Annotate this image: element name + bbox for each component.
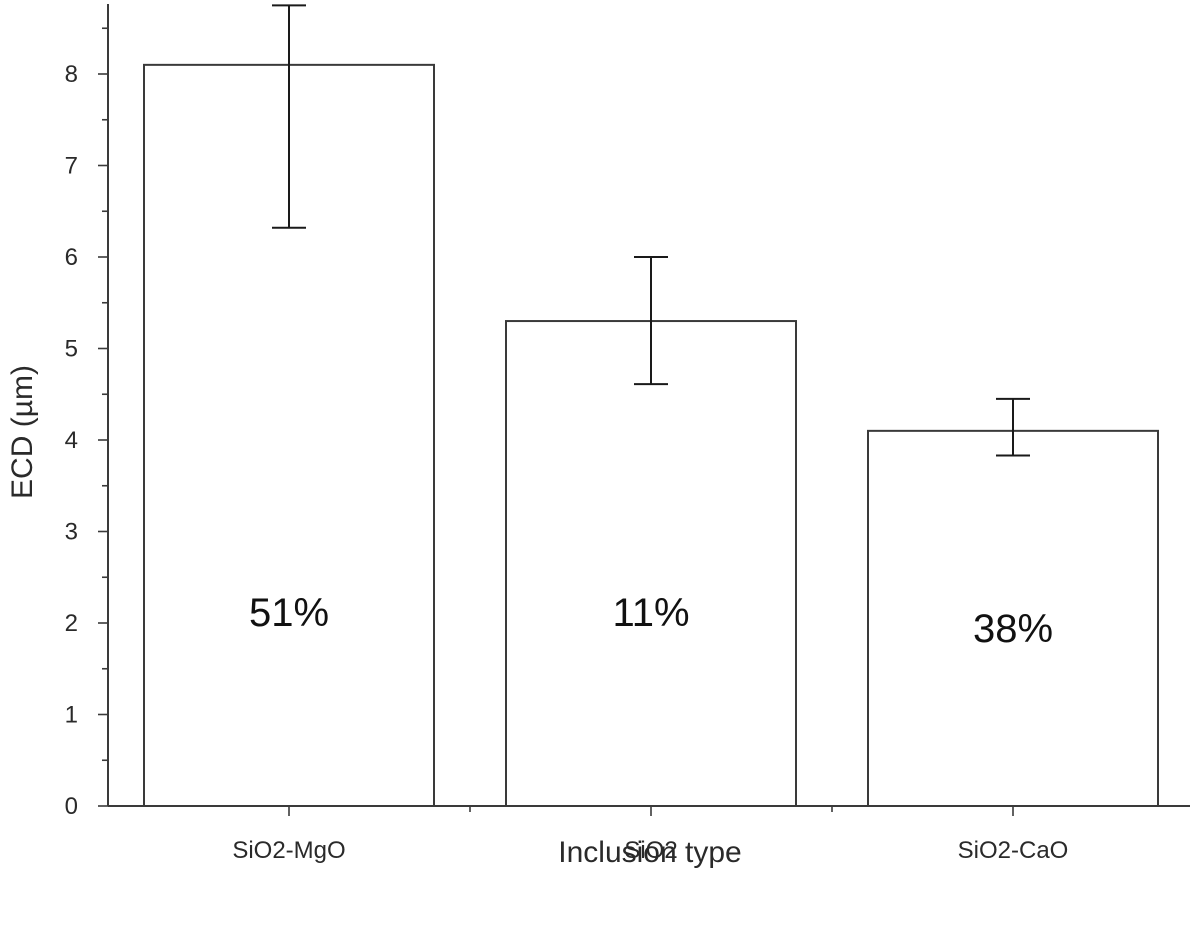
x-tick-label: SiO2-MgO: [232, 837, 345, 864]
bar: [505, 320, 797, 807]
y-tick-label: 3: [65, 519, 78, 546]
error-bar: [996, 397, 1030, 457]
y-tick-label: 7: [65, 153, 78, 180]
bar: [867, 429, 1159, 807]
bar-percent-label: 38%: [973, 607, 1053, 651]
error-bar: [272, 4, 306, 229]
y-tick-label: 4: [65, 427, 78, 454]
y-tick-label: 0: [65, 793, 78, 820]
bar-percent-label: 51%: [249, 591, 329, 635]
x-axis-title: Inclusion type: [558, 836, 741, 869]
x-tick-label: SiO2-CaO: [958, 837, 1069, 864]
y-tick-label: 6: [65, 244, 78, 271]
bars-layer: [143, 63, 1159, 808]
x-tick-label: SiO2: [624, 837, 677, 864]
x-ticks: SiO2-MgO SiO2 SiO2-CaO: [232, 806, 1068, 864]
bar-percent-label: 11%: [612, 591, 689, 635]
y-tick-label: 8: [65, 61, 78, 88]
y-tick-label: 5: [65, 336, 78, 363]
y-tick-label: 2: [65, 610, 78, 637]
error-bars-layer: [272, 4, 1030, 457]
y-tick-label: 1: [65, 702, 78, 729]
bar-labels-layer: 51% 11% 38%: [249, 591, 1053, 651]
y-axis-title: ECD (µm): [6, 365, 39, 499]
error-bar: [634, 256, 668, 386]
y-ticks: 0 1 2 3 4 5 6 7 8: [65, 27, 108, 820]
